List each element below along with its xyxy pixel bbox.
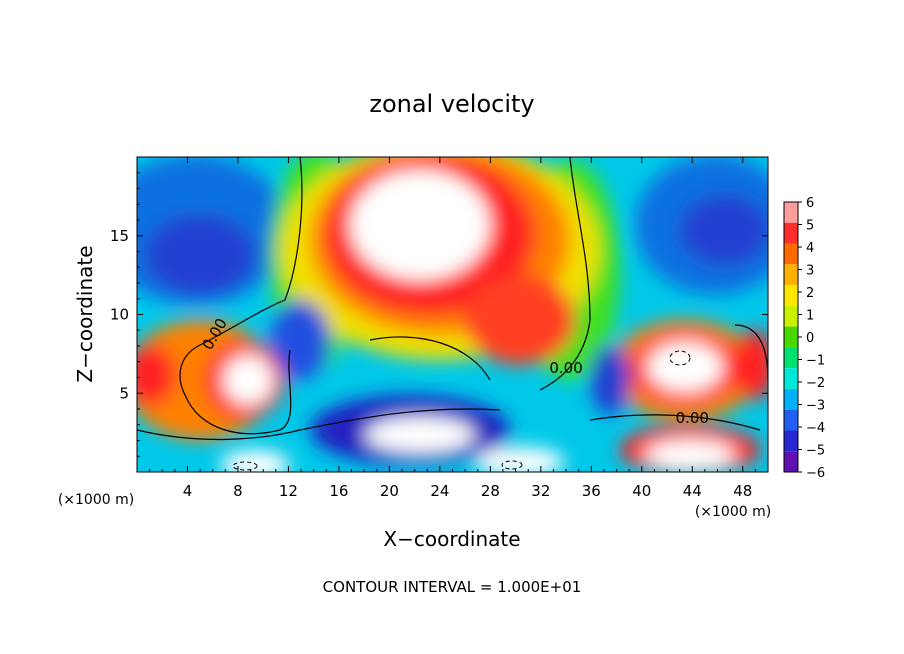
pos-core-lower-center bbox=[365, 417, 475, 453]
pos-region-central-tail bbox=[465, 275, 575, 365]
pos-core-bottom-right bbox=[645, 440, 735, 470]
pos-core-lower-left bbox=[223, 355, 273, 405]
pos-core-central bbox=[350, 170, 490, 280]
y-tick-label: 5 bbox=[119, 384, 129, 402]
x-tick-label: 40 bbox=[632, 482, 651, 500]
colorbar-label: −1 bbox=[806, 354, 825, 369]
colorbar-swatch bbox=[784, 285, 798, 306]
neg-lobe-x38 bbox=[590, 345, 630, 415]
x-axis-label: X−coordinate bbox=[383, 527, 520, 551]
neg-core-upper-left bbox=[145, 215, 255, 295]
x-tick-label: 32 bbox=[531, 482, 550, 500]
field-blobs bbox=[137, 157, 768, 472]
chart-title: zonal velocity bbox=[369, 90, 534, 118]
x-tick-label: 16 bbox=[329, 482, 348, 500]
pos-region-edge-right bbox=[735, 330, 768, 400]
zero-contour-center bbox=[369, 336, 491, 381]
colorbar-swatch bbox=[784, 202, 798, 223]
colorbar-swatch bbox=[784, 388, 798, 410]
x-tick-label: 48 bbox=[733, 482, 752, 500]
neg-core-upper-right bbox=[680, 195, 768, 265]
colorbar-swatch bbox=[784, 451, 798, 472]
x-tick-label: 8 bbox=[233, 482, 243, 500]
colorbar-label: −2 bbox=[806, 376, 825, 391]
zero-contour-bottom-right bbox=[589, 414, 761, 431]
x-tick-label: 20 bbox=[380, 482, 399, 500]
dashed-contour-right bbox=[669, 350, 691, 366]
negative-contours bbox=[232, 350, 691, 471]
x-tick-label: 28 bbox=[481, 482, 500, 500]
neg-lobe-x12 bbox=[270, 300, 330, 380]
colorbar-label: 1 bbox=[806, 309, 814, 324]
colorbar-label: −4 bbox=[806, 421, 825, 436]
pos-core-right bbox=[647, 342, 723, 392]
colorbar-swatch bbox=[784, 264, 798, 286]
colorbar-swatch bbox=[784, 326, 798, 348]
zero-contour-bottom-left bbox=[137, 408, 501, 441]
colorbar-label: −3 bbox=[806, 399, 825, 414]
zero-contour-left bbox=[179, 157, 303, 435]
y-tick-label: 15 bbox=[110, 227, 129, 245]
y-axis-label: Z−coordinate bbox=[73, 245, 97, 382]
x-tick-label: 24 bbox=[430, 482, 449, 500]
colorbar-swatch bbox=[784, 368, 798, 389]
colorbar-swatch bbox=[784, 409, 798, 431]
colorbar-label: 2 bbox=[806, 286, 814, 301]
x-unit-right: (×1000 m) bbox=[695, 504, 771, 520]
footer-contour-interval: CONTOUR INTERVAL = 1.000E+01 bbox=[323, 578, 582, 596]
heatmap-field: 0.000.000.00 bbox=[137, 157, 768, 472]
colorbar-swatch bbox=[784, 222, 798, 244]
colorbar: 6 5 4 3 2 1 0 −1 −2 −3 −4 −5 −6 bbox=[783, 196, 825, 481]
colorbar-label: −5 bbox=[806, 444, 825, 459]
x-unit-left: (×1000 m) bbox=[58, 492, 134, 508]
colorbar-label: 3 bbox=[806, 264, 814, 279]
colorbar-swatch bbox=[784, 305, 798, 327]
dashed-contour-bottom-left bbox=[232, 461, 258, 471]
dashed-contour-bottom-center bbox=[501, 460, 523, 470]
colorbar-swatch bbox=[784, 347, 798, 369]
zero-contour-right-upper bbox=[539, 157, 591, 391]
colorbar-label: 6 bbox=[806, 196, 814, 211]
x-tick-label: 44 bbox=[683, 482, 702, 500]
colorbar-label: −6 bbox=[806, 466, 825, 481]
zero-contours bbox=[137, 157, 768, 441]
pos-region-edge-left bbox=[137, 345, 175, 405]
colorbar-swatch bbox=[784, 243, 798, 265]
colorbar-label: 0 bbox=[806, 331, 814, 346]
x-tick-label: 36 bbox=[582, 482, 601, 500]
pos-core-bottom-center bbox=[475, 447, 565, 472]
pos-core-bottom-left bbox=[220, 450, 290, 472]
contour-label: 0.00 bbox=[676, 409, 709, 427]
contour-label: 0.00 bbox=[549, 359, 582, 377]
colorbar-label: 5 bbox=[806, 219, 814, 234]
colorbar-swatch bbox=[784, 430, 798, 452]
y-tick-label: 10 bbox=[110, 306, 129, 324]
x-tick-label: 12 bbox=[279, 482, 298, 500]
colorbar-label: 4 bbox=[806, 241, 814, 256]
x-tick-label: 4 bbox=[183, 482, 193, 500]
